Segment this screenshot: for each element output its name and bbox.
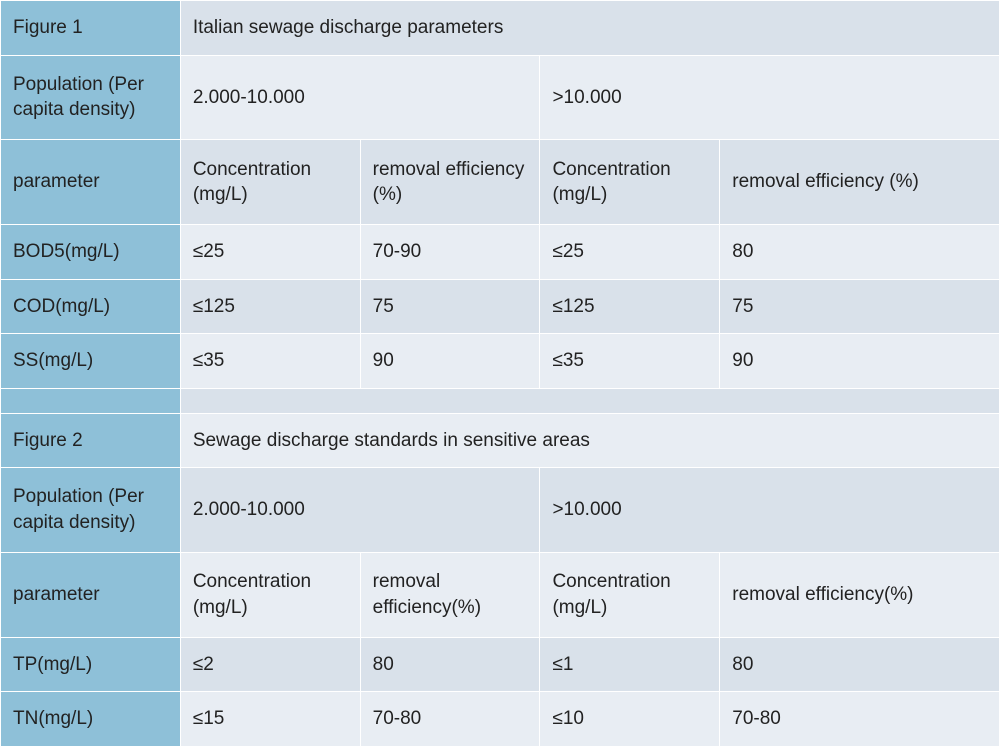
blank-cell (1, 388, 181, 413)
sub-rem-b: removal efficiency(%) (720, 552, 1000, 637)
figure1-subheader-row: parameter Concentration (mg/L) removal e… (1, 140, 1000, 225)
sub-conc-a: Concentration (mg/L) (180, 552, 360, 637)
value-cell: 70-80 (720, 692, 1000, 747)
value-cell: 90 (720, 334, 1000, 389)
population-label: Population (Per capita density) (1, 468, 181, 553)
pop-range-b: >10.000 (540, 468, 1000, 553)
value-cell: ≤15 (180, 692, 360, 747)
sub-rem-a: removal efficiency(%) (360, 552, 540, 637)
pop-range-a: 2.000-10.000 (180, 468, 540, 553)
sub-conc-b: Concentration (mg/L) (540, 552, 720, 637)
table-row: BOD5(mg/L) ≤25 70-90 ≤25 80 (1, 225, 1000, 280)
value-cell: 80 (720, 637, 1000, 692)
figure2-label: Figure 2 (1, 413, 181, 468)
value-cell: ≤125 (540, 279, 720, 334)
param-cell: TP(mg/L) (1, 637, 181, 692)
figure1-title: Italian sewage discharge parameters (180, 1, 999, 56)
sewage-parameters-table: Figure 1 Italian sewage discharge parame… (0, 0, 1000, 747)
value-cell: ≤35 (540, 334, 720, 389)
param-cell: BOD5(mg/L) (1, 225, 181, 280)
value-cell: 90 (360, 334, 540, 389)
sub-conc-b: Concentration (mg/L) (540, 140, 720, 225)
value-cell: ≤25 (180, 225, 360, 280)
value-cell: 75 (720, 279, 1000, 334)
param-cell: SS(mg/L) (1, 334, 181, 389)
figure2-title: Sewage discharge standards in sensitive … (180, 413, 999, 468)
figure1-population-row: Population (Per capita density) 2.000-10… (1, 55, 1000, 140)
population-label: Population (Per capita density) (1, 55, 181, 140)
figure1-label: Figure 1 (1, 1, 181, 56)
value-cell: 80 (360, 637, 540, 692)
value-cell: ≤1 (540, 637, 720, 692)
table-row: COD(mg/L) ≤125 75 ≤125 75 (1, 279, 1000, 334)
param-cell: TN(mg/L) (1, 692, 181, 747)
value-cell: 70-90 (360, 225, 540, 280)
value-cell: 80 (720, 225, 1000, 280)
blank-cell (180, 388, 999, 413)
parameter-label: parameter (1, 552, 181, 637)
sub-conc-a: Concentration (mg/L) (180, 140, 360, 225)
figure1-title-row: Figure 1 Italian sewage discharge parame… (1, 1, 1000, 56)
pop-range-b: >10.000 (540, 55, 1000, 140)
figure2-title-row: Figure 2 Sewage discharge standards in s… (1, 413, 1000, 468)
table-row: TP(mg/L) ≤2 80 ≤1 80 (1, 637, 1000, 692)
value-cell: ≤35 (180, 334, 360, 389)
value-cell: ≤10 (540, 692, 720, 747)
separator-row (1, 388, 1000, 413)
sub-rem-b: removal efficiency (%) (720, 140, 1000, 225)
table-row: TN(mg/L) ≤15 70-80 ≤10 70-80 (1, 692, 1000, 747)
param-cell: COD(mg/L) (1, 279, 181, 334)
pop-range-a: 2.000-10.000 (180, 55, 540, 140)
value-cell: 70-80 (360, 692, 540, 747)
value-cell: ≤2 (180, 637, 360, 692)
value-cell: ≤125 (180, 279, 360, 334)
value-cell: ≤25 (540, 225, 720, 280)
figure2-subheader-row: parameter Concentration (mg/L) removal e… (1, 552, 1000, 637)
sub-rem-a: removal efficiency (%) (360, 140, 540, 225)
figure2-population-row: Population (Per capita density) 2.000-10… (1, 468, 1000, 553)
parameter-label: parameter (1, 140, 181, 225)
value-cell: 75 (360, 279, 540, 334)
table-row: SS(mg/L) ≤35 90 ≤35 90 (1, 334, 1000, 389)
